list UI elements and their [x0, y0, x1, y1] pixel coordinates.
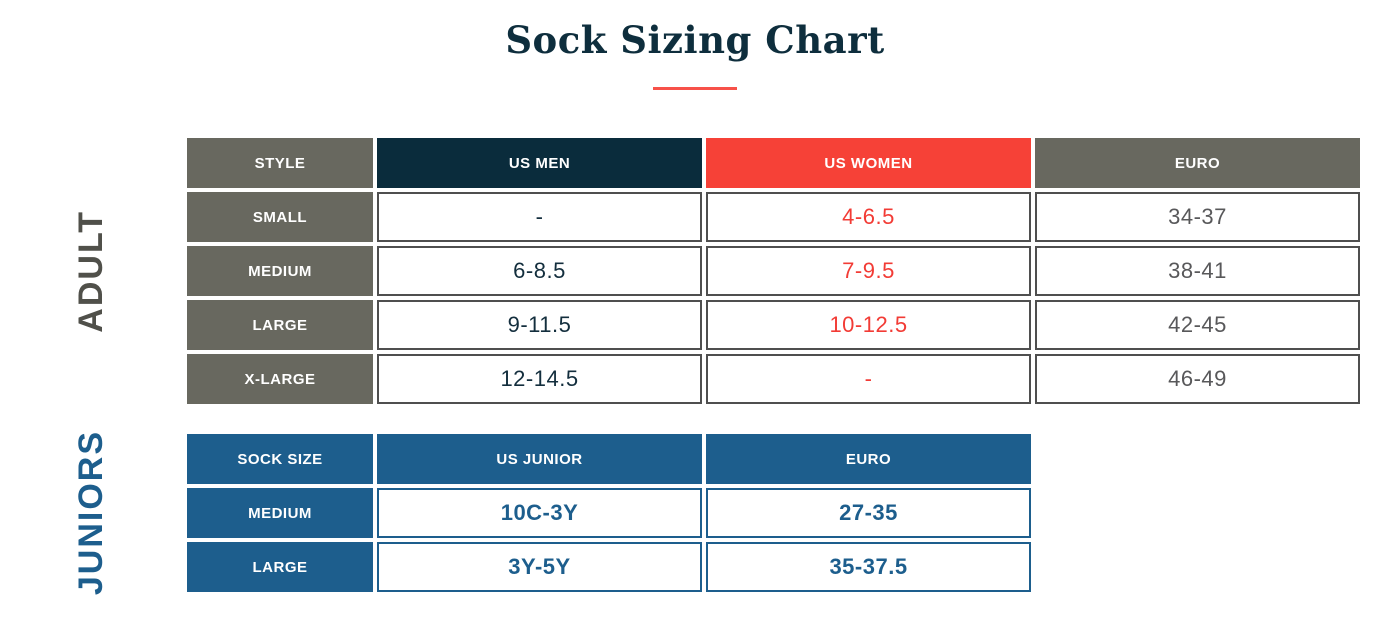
adult-header-row: STYLE US MEN US WOMEN EURO [187, 138, 1360, 188]
juniors-cell-medium-us-junior: 10C-3Y [377, 488, 702, 538]
juniors-header-sock-size: SOCK SIZE [187, 434, 373, 484]
juniors-cell-large-us-junior: 3Y-5Y [377, 542, 702, 592]
adult-cell-large-euro: 42-45 [1035, 300, 1360, 350]
adult-cell-xlarge-style: X-LARGE [187, 354, 373, 404]
adult-cell-xlarge-us-men: 12-14.5 [377, 354, 702, 404]
adult-cell-xlarge-euro: 46-49 [1035, 354, 1360, 404]
juniors-section-label-text: JUNIORS [72, 430, 110, 596]
adult-section-label: ADULT [0, 134, 183, 408]
table-row: LARGE 3Y-5Y 35-37.5 [187, 542, 1031, 592]
adult-header-us-women: US WOMEN [706, 138, 1031, 188]
juniors-section-label: JUNIORS [0, 430, 183, 596]
juniors-cell-large-sock-size: LARGE [187, 542, 373, 592]
adult-cell-medium-us-women: 7-9.5 [706, 246, 1031, 296]
adult-section-label-text: ADULT [72, 209, 110, 333]
adult-section: ADULT STYLE US MEN US WOMEN EURO SMALL -… [0, 134, 1390, 408]
title-divider [653, 87, 737, 90]
juniors-header-us-junior: US JUNIOR [377, 434, 702, 484]
adult-cell-medium-style: MEDIUM [187, 246, 373, 296]
juniors-cell-medium-euro: 27-35 [706, 488, 1031, 538]
adult-header-style: STYLE [187, 138, 373, 188]
table-row: SMALL - 4-6.5 34-37 [187, 192, 1360, 242]
adult-cell-large-us-men: 9-11.5 [377, 300, 702, 350]
adult-cell-small-euro: 34-37 [1035, 192, 1360, 242]
adult-cell-xlarge-us-women: - [706, 354, 1031, 404]
adult-cell-small-us-men: - [377, 192, 702, 242]
adult-header-euro: EURO [1035, 138, 1360, 188]
juniors-header-euro: EURO [706, 434, 1031, 484]
juniors-header-row: SOCK SIZE US JUNIOR EURO [187, 434, 1031, 484]
adult-header-us-men: US MEN [377, 138, 702, 188]
juniors-cell-large-euro: 35-37.5 [706, 542, 1031, 592]
page-title: Sock Sizing Chart [505, 18, 885, 62]
adult-table: STYLE US MEN US WOMEN EURO SMALL - 4-6.5… [183, 134, 1364, 408]
juniors-cell-medium-sock-size: MEDIUM [187, 488, 373, 538]
adult-cell-large-style: LARGE [187, 300, 373, 350]
adult-cell-small-style: SMALL [187, 192, 373, 242]
juniors-table: SOCK SIZE US JUNIOR EURO MEDIUM 10C-3Y 2… [183, 430, 1035, 596]
adult-cell-medium-euro: 38-41 [1035, 246, 1360, 296]
juniors-section: JUNIORS SOCK SIZE US JUNIOR EURO MEDIUM … [0, 430, 1390, 596]
table-row: MEDIUM 10C-3Y 27-35 [187, 488, 1031, 538]
table-row: MEDIUM 6-8.5 7-9.5 38-41 [187, 246, 1360, 296]
adult-cell-large-us-women: 10-12.5 [706, 300, 1031, 350]
table-row: X-LARGE 12-14.5 - 46-49 [187, 354, 1360, 404]
adult-cell-small-us-women: 4-6.5 [706, 192, 1031, 242]
table-row: LARGE 9-11.5 10-12.5 42-45 [187, 300, 1360, 350]
adult-cell-medium-us-men: 6-8.5 [377, 246, 702, 296]
